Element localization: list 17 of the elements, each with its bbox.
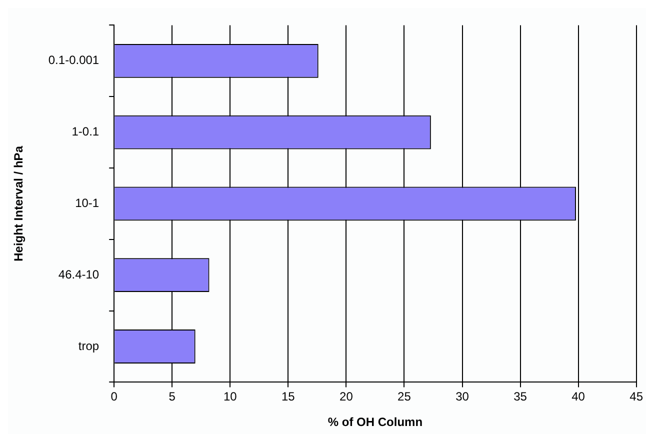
x-tick-label: 35 bbox=[514, 390, 528, 404]
x-tick-label: 5 bbox=[168, 390, 176, 404]
x-tick-label: 40 bbox=[572, 390, 586, 404]
y-tick-label: 1-0.1 bbox=[72, 124, 100, 139]
x-tick-label: 15 bbox=[282, 390, 296, 404]
x-tick-label: 30 bbox=[456, 390, 470, 404]
x-tick-label: 10 bbox=[223, 390, 238, 404]
y-tick-label: 10-1 bbox=[75, 196, 100, 210]
y-tick-label: 46.4-10 bbox=[58, 267, 100, 282]
x-tick-label: 20 bbox=[340, 390, 354, 404]
x-tick-label: 25 bbox=[398, 390, 412, 404]
y-tick-label: 0.1-0.001 bbox=[48, 53, 100, 68]
y-axis-title: Height Interval / hPa bbox=[12, 146, 26, 262]
x-tick-label: 45 bbox=[630, 390, 644, 404]
x-axis-title: % of OH Column bbox=[328, 415, 423, 430]
x-tick-label: 0 bbox=[110, 390, 118, 404]
y-tick-label: trop bbox=[78, 338, 100, 353]
